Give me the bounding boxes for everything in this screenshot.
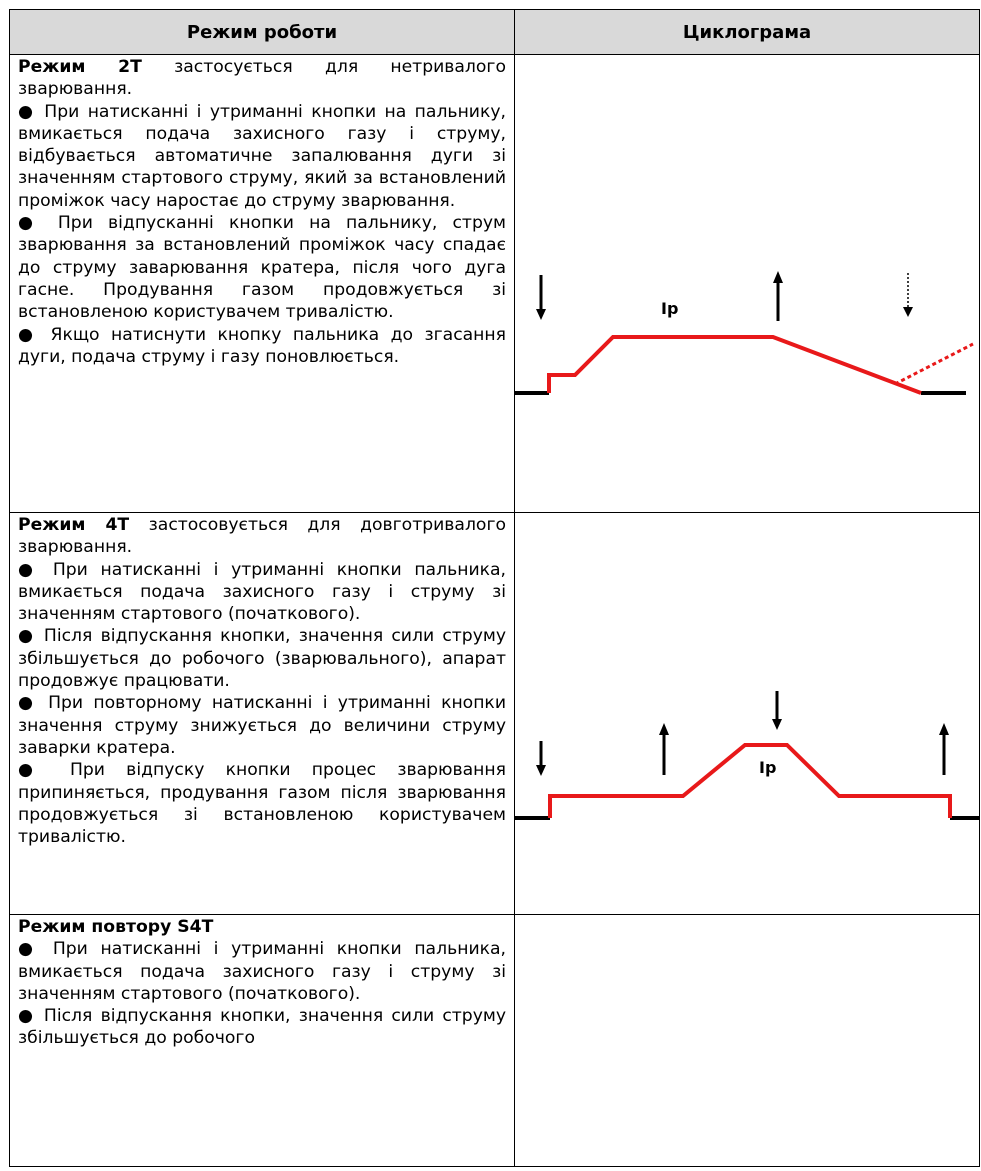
mode-s4t-description: Режим повтору S4T ● При натисканні і утр… [9,914,515,1167]
mode-2t-title: Режим 2Т [18,57,142,77]
ip-label: Iр [661,299,678,318]
mode-2t-paragraph-3: ● Якщо натиснути кнопку пальника до згас… [18,324,506,367]
mode-2t-paragraph-2: ● При відпусканні кнопки на пальнику, ст… [18,213,506,323]
restart-current-dashed-line [894,342,974,386]
release-arrowhead [773,271,783,283]
mode-4t-paragraph-2: ● Після відпускання кнопки, значення сил… [18,626,506,692]
mode-4t-paragraph-3: ● При повторному натисканні і утриманні … [18,693,506,758]
work-modes-table: Режим роботи Циклограма Режим 2Т застосу… [9,9,980,1167]
table-header-row: Режим роботи Циклограма [9,9,980,55]
mode-2t-intro: Режим 2Т застосується для нетривалого зв… [18,57,506,100]
press-arrowhead [536,765,546,776]
mode-2t-paragraph-1: ● При натисканні і утриманні кнопки на п… [18,101,506,211]
mode-4t-paragraph-1: ● При натисканні і утриманні кнопки паль… [18,559,506,625]
second-press-arrowhead [772,719,782,730]
header-mode: Режим роботи [9,9,515,55]
cyclogram-2t-diagram: Iр [515,271,974,395]
repeat-press-arrowhead [903,307,913,317]
mode-4t-title: Режим 4Т [18,515,130,535]
mode-s4t-paragraph-2: ● Після відпускання кнопки, значення сил… [18,1006,506,1049]
mode-4t-cyclogram: Iр [514,512,980,915]
mode-2t-cyclogram: Iр [514,54,980,513]
mode-4t-description: Режим 4Т застосовується для довготривало… [9,512,515,915]
release-arrowhead [659,723,669,735]
mode-2t-description: Режим 2Т застосується для нетривалого зв… [9,54,515,513]
current-curve [547,335,922,395]
current-curve [548,743,952,818]
mode-4t-paragraph-4: ● При відпуску кнопки процес зварювання … [18,760,506,848]
mode-s4t-row: Режим повтору S4T ● При натисканні і утр… [9,914,980,1167]
second-release-arrowhead [939,723,949,735]
ip-label: Iр [759,758,776,777]
mode-s4t-cyclogram [514,914,980,1167]
cyclogram-4t-diagram: Iр [515,691,979,820]
press-arrowhead [536,309,546,320]
mode-s4t-intro: Режим повтору S4T [18,916,506,938]
mode-s4t-paragraph-1: ● При натисканні і утриманні кнопки паль… [18,939,506,1004]
mode-4t-intro: Режим 4Т застосовується для довготривало… [18,515,506,558]
mode-4t-row: Режим 4Т застосовується для довготривало… [9,512,980,915]
mode-2t-row: Режим 2Т застосується для нетривалого зв… [9,54,980,513]
mode-s4t-title: Режим повтору S4T [18,917,214,937]
header-cyclogram: Циклограма [514,9,980,55]
